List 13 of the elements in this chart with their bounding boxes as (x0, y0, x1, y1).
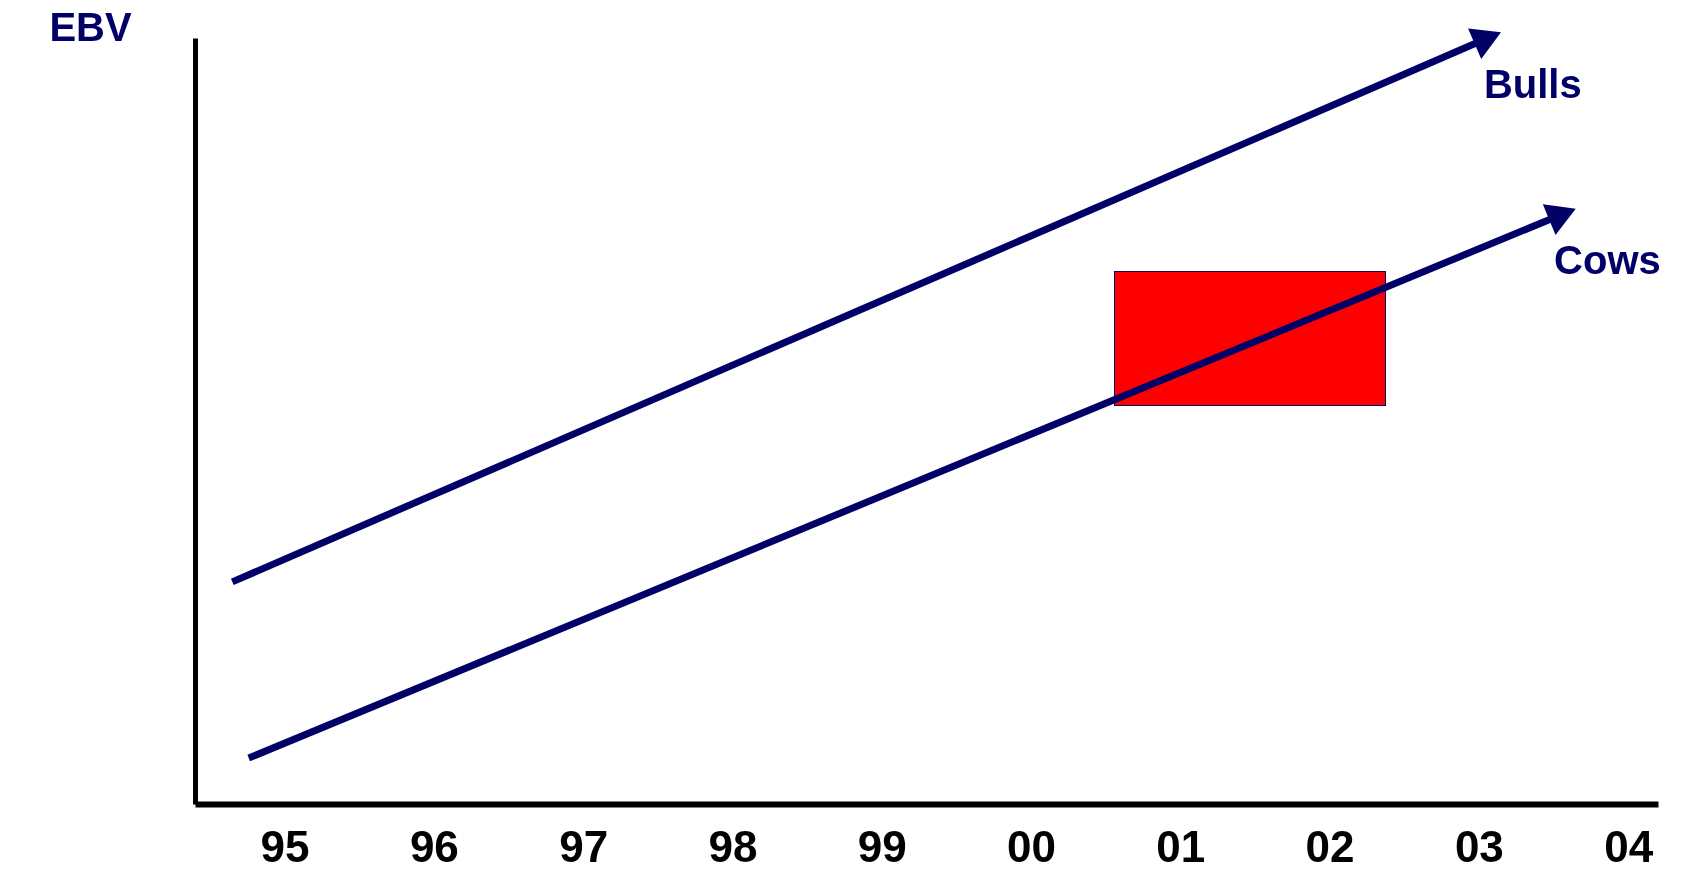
x-tick-label: 99 (857, 821, 907, 871)
x-tick-label: 98 (708, 821, 758, 871)
x-tick-label: 01 (1156, 821, 1206, 871)
series-label: Cows (1554, 238, 1661, 283)
x-tick-label: 97 (559, 821, 609, 871)
x-tick-label: 02 (1305, 821, 1355, 871)
x-tick-label: 96 (409, 821, 459, 871)
x-tick-label: 04 (1604, 821, 1654, 871)
y-axis-title: EBV (49, 4, 132, 49)
x-tick-label: 03 (1454, 821, 1504, 871)
x-tick-label: 95 (260, 821, 310, 871)
series-label: Bulls (1483, 62, 1582, 106)
x-tick-label: 00 (1007, 821, 1056, 871)
